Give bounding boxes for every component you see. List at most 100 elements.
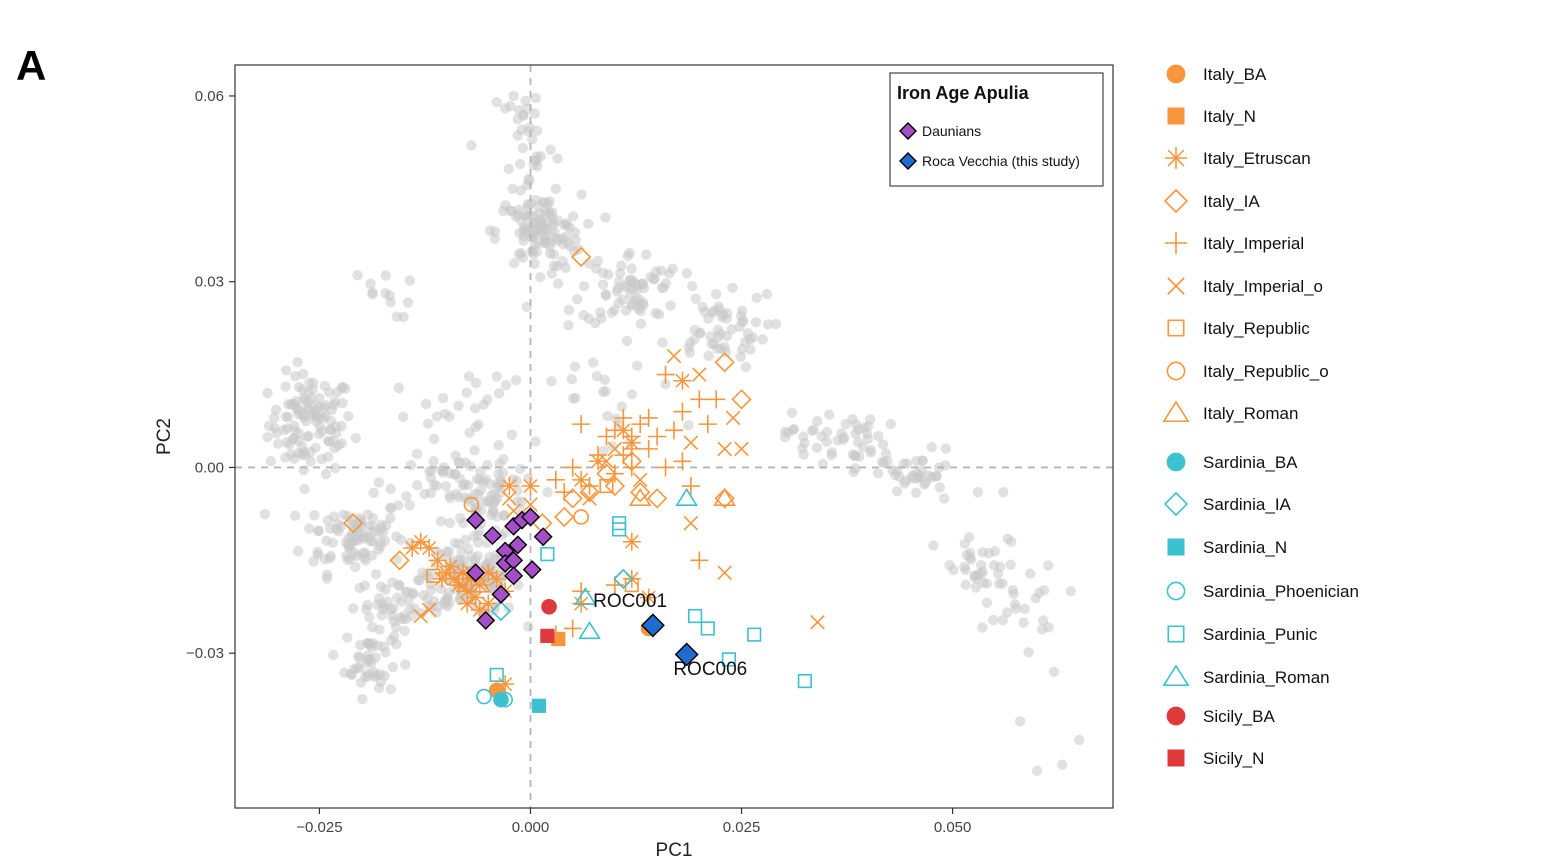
point-italy-imperial-o: [666, 348, 682, 364]
background-sample-point: [310, 442, 321, 453]
point-sardinia-punic: [797, 673, 812, 689]
point-italy-imperial: [690, 551, 709, 570]
point-italy-imperial-o: [692, 367, 707, 382]
background-sample-point: [542, 486, 553, 498]
point-italy-imperial: [614, 408, 633, 427]
background-sample-point: [617, 294, 628, 306]
background-sample-point: [491, 371, 502, 382]
legend-marker-sardinia-roman: [1162, 664, 1190, 687]
background-sample-point: [466, 550, 477, 562]
point-italy-ia: [596, 463, 617, 484]
point-italy-ia: [630, 482, 651, 503]
background-sample-point: [683, 420, 694, 431]
background-sample-point: [352, 270, 363, 281]
background-sample-point: [538, 229, 549, 240]
background-sample-point: [711, 288, 722, 300]
background-sample-point: [650, 307, 661, 319]
background-sample-point: [309, 510, 320, 521]
legend-label-sardinia-roman: Sardinia_Roman: [1203, 668, 1330, 687]
point-italy-imperial-o: [734, 441, 749, 457]
background-sample-point: [377, 526, 389, 538]
background-sample-point: [465, 461, 476, 472]
point-italy-imperial-o: [725, 410, 741, 426]
background-sample-point: [532, 125, 543, 136]
background-sample-point: [1065, 586, 1076, 597]
outer-legend: Italy_BA Italy_N Italy_Etruscan Italy_IA Ita…: [1162, 64, 1359, 768]
background-sample-point: [788, 424, 800, 435]
x-tick-label: 0.050: [934, 819, 972, 836]
background-sample-point: [429, 595, 440, 607]
legend-marker-italy-republic-o: [1166, 361, 1186, 381]
background-sample-point: [280, 365, 292, 376]
background-sample-point: [770, 318, 782, 330]
background-sample-point: [898, 458, 910, 469]
background-sample-point: [516, 496, 527, 507]
background-sample-point: [523, 473, 534, 484]
background-sample-point: [626, 263, 637, 274]
background-sample-point: [411, 448, 423, 460]
background-sample-point: [411, 479, 423, 491]
point-sardinia-ia: [613, 568, 634, 590]
background-sample-point: [393, 382, 405, 394]
background-sample-point: [529, 108, 541, 119]
background-sample-point: [737, 305, 748, 317]
legend-label-sardinia-phoenician: Sardinia_Phoenician: [1203, 582, 1359, 601]
background-sample-point: [878, 457, 889, 469]
background-sample-point: [453, 538, 465, 550]
background-sample-point: [926, 441, 937, 453]
point-italy-etruscan: [411, 532, 430, 551]
background-sample-point: [292, 546, 304, 557]
background-sample-point: [606, 307, 618, 318]
legend-marker-italy-ba: [1166, 64, 1186, 84]
y-axis: −0.03 0.00 0.03 0.06: [186, 88, 235, 662]
legend-label-sardinia-ba: Sardinia_BA: [1203, 453, 1298, 472]
point-italy-etruscan: [470, 576, 489, 595]
background-sample-point: [993, 578, 1005, 589]
background-sample-point: [865, 414, 876, 425]
background-sample-point: [385, 483, 396, 495]
background-sample-point: [812, 415, 823, 427]
background-sample-point: [970, 570, 981, 581]
point-italy-ia: [571, 246, 592, 268]
background-sample-point: [625, 274, 636, 285]
background-sample-point: [372, 640, 383, 651]
background-sample-point: [484, 552, 495, 563]
background-sample-point: [960, 564, 971, 576]
point-sardinia-phoenician: [497, 691, 513, 708]
background-sample-point: [360, 555, 371, 566]
background-sample-point: [624, 247, 635, 259]
legend-label-sicily-n: Sicily_N: [1203, 749, 1264, 768]
background-sample-point: [461, 387, 472, 398]
background-sample-point: [281, 437, 293, 448]
background-sample-point: [569, 361, 581, 372]
background-sample-point: [281, 423, 293, 434]
background-sample-point: [307, 384, 318, 395]
background-sample-point: [713, 301, 724, 312]
point-italy-etruscan: [458, 582, 477, 601]
point-sardinia-phoenician: [476, 688, 492, 705]
background-sample-point: [343, 410, 354, 422]
legend-marker-italy-republic: [1167, 319, 1185, 337]
reference-lines-layer: [235, 65, 1113, 808]
background-sample-point: [703, 350, 714, 362]
background-sample-point: [299, 449, 311, 461]
background-sample-point: [320, 400, 331, 411]
background-sample-point: [510, 211, 521, 222]
point-sardinia-roman: [578, 621, 601, 640]
background-sample-point: [328, 399, 340, 411]
point-sardinia-punic: [489, 667, 504, 682]
legend-marker-sardinia-ia: [1163, 491, 1189, 517]
point-italy-republic-o: [463, 496, 480, 513]
background-sample-point: [757, 334, 768, 345]
background-sample-point: [727, 282, 738, 293]
background-sample-point: [435, 583, 447, 595]
background-sample-point: [503, 602, 514, 613]
background-sample-point: [550, 183, 562, 195]
legend-marker-sicily-ba: [1166, 706, 1186, 726]
background-sample-point: [736, 343, 748, 355]
background-sample-point: [333, 440, 344, 451]
point-italy-imperial: [673, 402, 692, 421]
point-italy-imperial-o: [523, 497, 538, 512]
background-sample-point: [362, 599, 373, 611]
background-sample-point: [280, 381, 291, 392]
